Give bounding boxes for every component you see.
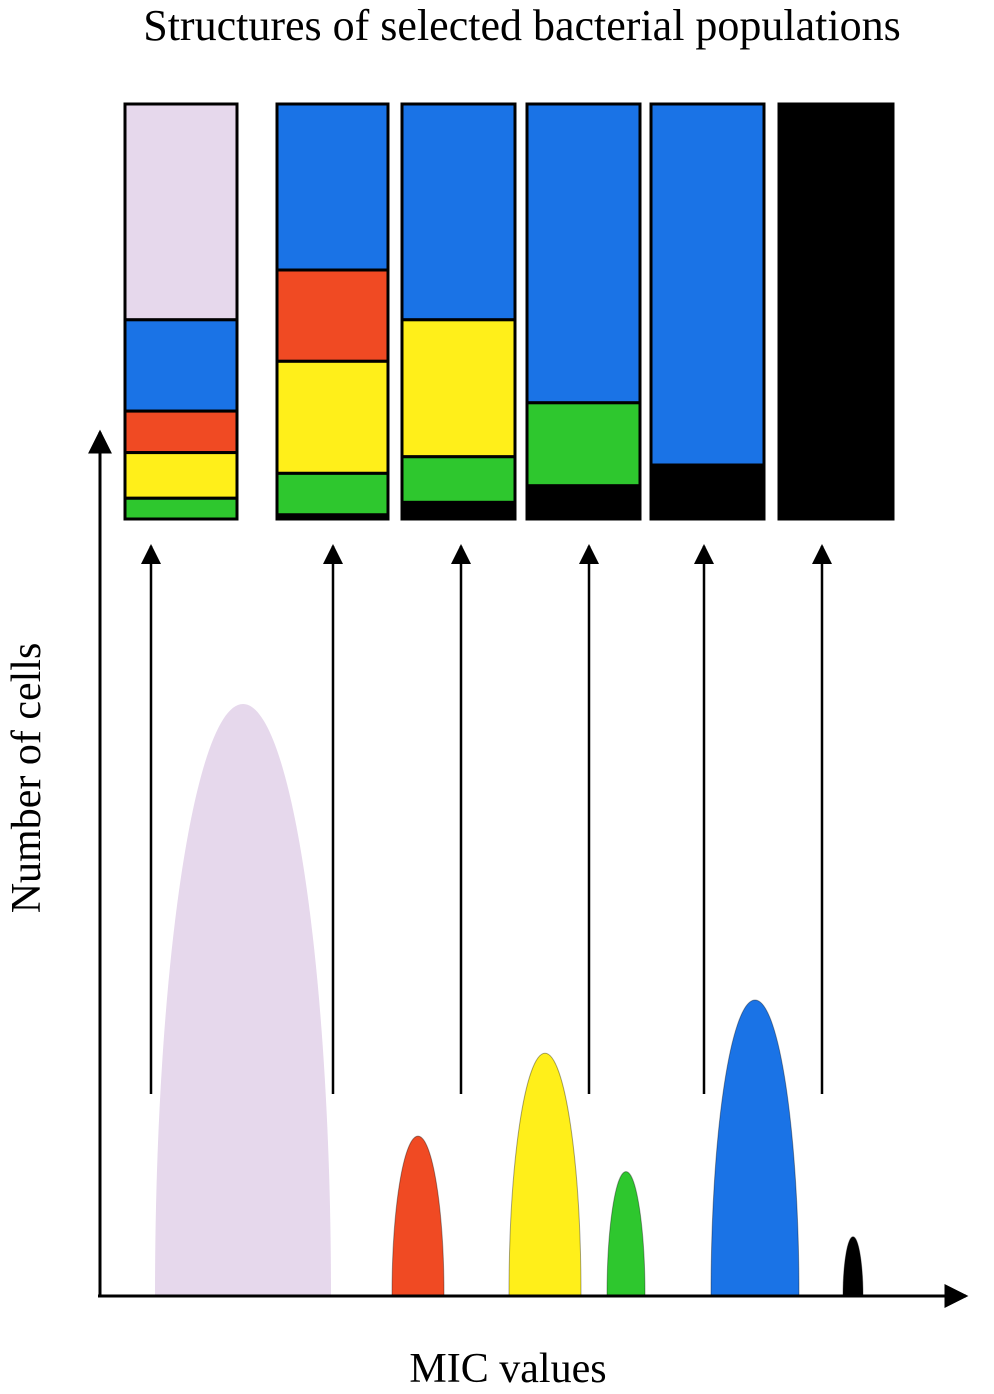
population-3-segment-green <box>400 455 517 504</box>
diagram-title: Structures of selected bacterial populat… <box>143 1 901 50</box>
population-3-segment-blue <box>400 102 517 322</box>
population-2-bar <box>275 102 390 521</box>
population-3-bar <box>400 102 517 521</box>
population-6-outline <box>777 102 895 521</box>
population-1-outline <box>123 102 239 521</box>
population-2-segment-blue <box>275 102 390 272</box>
population-2-segment-green <box>275 471 390 517</box>
population-2-segment-red <box>275 268 390 363</box>
population-1-segment-red <box>123 409 239 455</box>
population-1-segment-yellow <box>123 451 239 500</box>
population-3-segment-black <box>400 500 517 521</box>
x-axis-label: MIC values <box>409 1346 606 1392</box>
population-4-outline <box>525 102 642 521</box>
subpopulation-black-peak <box>842 1236 864 1297</box>
y-axis-label: Number of cells <box>4 643 50 914</box>
population-5-outline <box>649 102 766 521</box>
subpopulation-blue-peak <box>710 999 800 1297</box>
population-6-bar <box>777 102 895 521</box>
population-3-outline <box>400 102 517 521</box>
selection-arrows <box>141 544 832 1094</box>
population-6-segment-black <box>777 102 895 521</box>
population-4-segment-green <box>525 401 642 488</box>
population-4-bar <box>525 102 642 521</box>
population-5-bar <box>649 102 766 521</box>
axes <box>88 429 969 1308</box>
population-2-segment-yellow <box>275 359 390 475</box>
population-5-segment-black <box>649 463 766 521</box>
subpopulation-yellow-peak <box>508 1052 582 1297</box>
population-4-segment-blue <box>525 102 642 405</box>
population-3-segment-yellow <box>400 318 517 459</box>
population-2-outline <box>275 102 390 521</box>
subpopulation-lavender-peak <box>155 704 331 1296</box>
mic-distribution-peaks <box>155 704 864 1297</box>
population-1-segment-lavender <box>123 102 239 322</box>
subpopulation-red-peak <box>391 1135 445 1297</box>
population-1-segment-blue <box>123 318 239 413</box>
population-1-bar <box>123 102 239 521</box>
population-4-segment-black <box>525 484 642 521</box>
population-bars <box>123 102 895 521</box>
population-1-segment-green <box>123 496 239 521</box>
subpopulation-green-peak <box>606 1171 646 1297</box>
population-5-segment-blue <box>649 102 766 467</box>
